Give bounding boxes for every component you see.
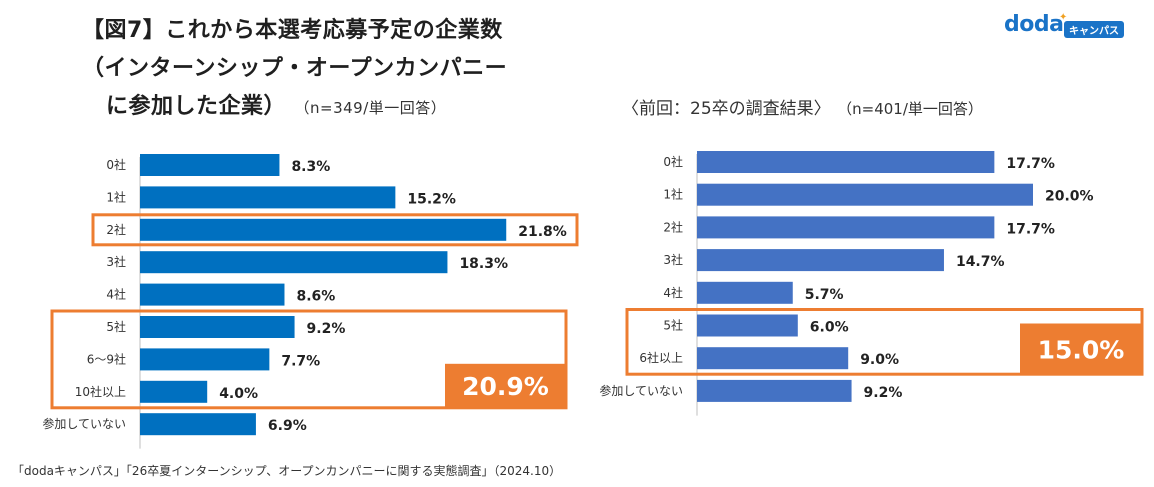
previous-chart-category-label: 3社	[663, 252, 683, 267]
previous-sample-size-note: （n=401/単一回答）	[844, 100, 983, 118]
previous-chart-bar	[697, 379, 852, 402]
current-chart-bar	[140, 413, 256, 436]
previous-chart-value-label: 14.7%	[956, 254, 1005, 270]
logo-text: doda	[1004, 12, 1064, 37]
current-chart-value-label: 8.6%	[296, 289, 335, 305]
current-chart-value-label: 18.3%	[459, 256, 508, 272]
current-chart: 0社 8.3% 1社 15.2% 2社 21.8% 3社 18.3% 4社 8.6% 5社 9.2% 6…	[42, 154, 579, 449]
previous-chart-category-label: 6社以上	[639, 350, 683, 365]
current-highlight-frame	[91, 213, 579, 247]
previous-chart-bar	[697, 151, 995, 173]
previous-chart-bar	[697, 347, 849, 370]
current-chart-bar	[140, 316, 295, 338]
chart-title-line3-text: に参加した企業）	[106, 94, 287, 119]
current-chart-bar	[140, 154, 280, 176]
previous-group-total-box	[1020, 323, 1142, 376]
chart-title-line2: （インターンシップ・オープンカンパニー	[82, 56, 508, 81]
current-chart-category-label: 参加していない	[42, 416, 126, 431]
sample-size-note: （n=349/単一回答）	[302, 99, 447, 117]
current-chart-category-label: 6～9社	[87, 351, 126, 366]
previous-chart-value-label: 20.0%	[1045, 189, 1094, 205]
previous-chart-bar	[697, 216, 995, 239]
previous-results-title: 〈前回：25卒の調査結果〉 （n=401/単一回答）	[622, 94, 983, 119]
previous-results-label: 〈前回：25卒の調査結果〉	[622, 99, 831, 119]
previous-chart-value-label: 9.2%	[864, 385, 903, 401]
current-chart-value-label: 8.3%	[291, 159, 330, 175]
current-chart-category-label: 10社以上	[75, 384, 126, 399]
current-chart-value-label: 4.0%	[219, 386, 258, 402]
current-chart-value-label: 6.9%	[268, 418, 307, 434]
previous-chart-value-label: 6.0%	[810, 320, 849, 336]
current-chart-category-label: 3社	[106, 254, 126, 269]
previous-chart-bar	[697, 183, 1033, 206]
current-chart-bar	[140, 348, 270, 371]
previous-chart-category-label: 4社	[663, 285, 683, 300]
current-chart-category-label: 2社	[106, 222, 126, 237]
logo-sparkle-icon: ✦	[1059, 12, 1068, 23]
current-chart-bar	[140, 380, 208, 403]
doda-campus-logo: doda ✦ キャンパス	[1004, 12, 1124, 42]
previous-chart: 0社 17.7% 1社 20.0% 2社 17.7% 3社 14.7% 4社 5.7% 5社 6.0%…	[599, 151, 1144, 416]
current-chart-bar	[140, 251, 448, 274]
logo-badge: キャンパス	[1064, 21, 1124, 38]
previous-chart-bar	[697, 281, 793, 304]
current-chart-bar	[140, 283, 285, 306]
current-chart-category-label: 5社	[106, 319, 126, 334]
current-chart-category-label: 0社	[106, 157, 126, 172]
previous-chart-category-label: 1社	[663, 187, 683, 202]
previous-chart-bar	[697, 249, 944, 272]
current-group-frame	[50, 309, 568, 410]
current-chart-value-label: 21.8%	[518, 224, 567, 240]
previous-chart-value-label: 17.7%	[1006, 156, 1055, 172]
previous-chart-category-label: 0社	[663, 154, 683, 169]
previous-chart-bar	[697, 314, 798, 337]
chart-title-line3: に参加した企業） （n=349/単一回答）	[106, 88, 446, 120]
previous-chart-category-label: 参加していない	[599, 383, 683, 398]
previous-chart-category-label: 5社	[663, 318, 683, 333]
current-chart-bar	[140, 218, 507, 241]
previous-group-total-label: 15.0%	[1038, 336, 1125, 365]
current-chart-category-label: 1社	[106, 189, 126, 204]
current-group-total-box	[445, 363, 566, 408]
chart-title-line1: 【図7】これから本選考応募予定の企業数	[82, 18, 503, 43]
current-chart-value-label: 9.2%	[307, 321, 346, 337]
current-chart-category-label: 4社	[106, 287, 126, 302]
source-footnote: 「dodaキャンパス」「26卒夏インターンシップ、オープンカンパニーに関する実態…	[12, 464, 562, 478]
previous-chart-value-label: 5.7%	[805, 287, 844, 303]
current-chart-bar	[140, 186, 396, 209]
previous-chart-value-label: 9.0%	[860, 352, 899, 368]
current-group-total-label: 20.9%	[462, 372, 549, 401]
current-chart-value-label: 7.7%	[281, 353, 320, 369]
previous-chart-value-label: 17.7%	[1006, 221, 1055, 237]
current-chart-value-label: 15.2%	[407, 191, 456, 207]
previous-chart-category-label: 2社	[663, 219, 683, 234]
